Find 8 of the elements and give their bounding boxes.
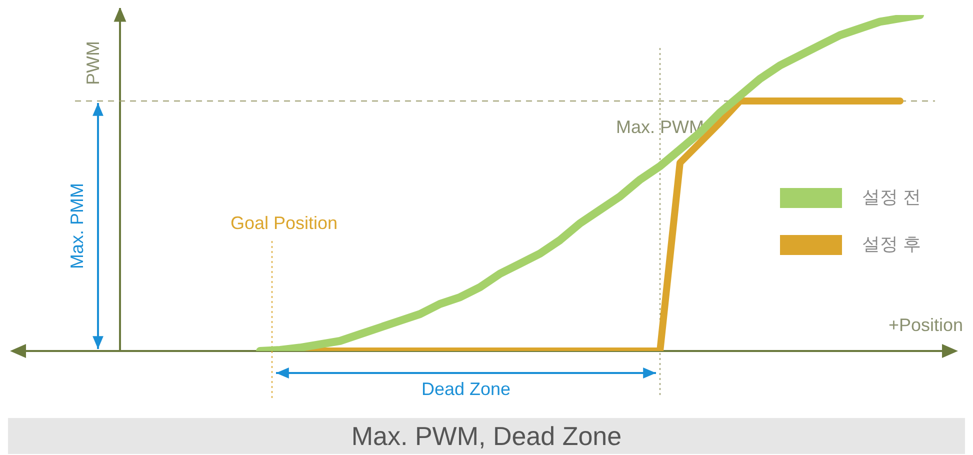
text: Dead Zone bbox=[421, 378, 511, 399]
legend-label: 설정 전 bbox=[862, 186, 922, 207]
text: PWM bbox=[82, 41, 103, 85]
text: Max. PMM bbox=[66, 183, 87, 270]
legend-label: 설정 후 bbox=[862, 234, 922, 254]
annotation: Goal Position bbox=[230, 212, 338, 233]
text: Max. PWM, Dead Zone bbox=[8, 418, 965, 454]
x-axis-title: +Position bbox=[888, 314, 963, 335]
